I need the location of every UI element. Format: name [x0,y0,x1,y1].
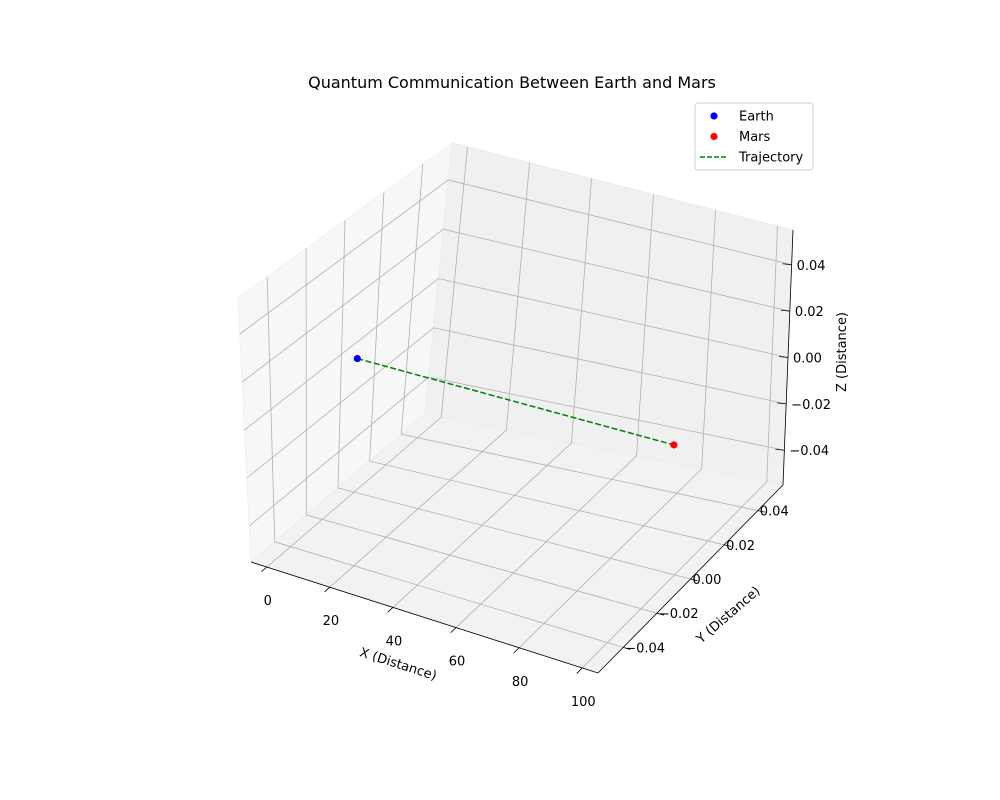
legend-label: Trajectory [738,151,803,166]
y-gridline [400,164,758,512]
gridlines [239,146,792,669]
z-gridline [248,376,785,527]
axes-lines [250,229,794,674]
x-gridline [266,146,468,568]
x-gridline [392,178,592,608]
legend-marker-swatch [710,112,718,120]
trajectory-line [357,357,675,446]
y-tick-label: 0.04 [760,505,789,520]
x-tick-label: 40 [386,634,403,649]
legend-entry-earth: Earth [710,110,774,125]
legend-box [694,102,814,171]
z-tick [775,448,785,451]
z-tick [777,402,787,405]
chart-title: Quantum Communication Between Earth and … [308,73,716,92]
earth-point [353,354,361,363]
x-tick [324,586,331,593]
z-gridline [239,179,792,335]
y-tick [724,544,732,547]
x-tick [513,647,520,654]
x-tick-label: 100 [571,695,596,710]
mars-point [670,441,678,449]
z-tick [782,263,792,266]
x-tick-label: 80 [512,675,529,690]
z-gridline [241,228,790,383]
y-gridline [266,276,624,648]
y-gridline [337,220,691,580]
z-tick-label: −0.04 [789,444,829,459]
legend: Earth Mars Trajectory [694,102,814,171]
x-tick-label: 60 [449,655,466,670]
x-gridline [518,210,716,649]
legend-label: Mars [739,130,771,145]
z-tick [780,309,790,312]
x-tick-label: 20 [323,614,340,629]
x-tick [450,627,457,634]
tick-labels: 0 20 40 60 80 100 −0.04 −0.02 0.00 0.02 0.04 −0.04 −… [264,259,831,710]
x-gridline [581,226,778,669]
legend-label: Earth [739,110,774,125]
x-tick [576,667,583,674]
z-tick-label: 0.02 [795,305,824,320]
z-gridline [244,278,789,431]
y-gridline [305,248,657,614]
x-gridline [329,162,530,588]
y-gridline [369,192,725,546]
z-tick [778,356,789,358]
x-tick [387,607,394,613]
z-gridline [246,327,787,479]
x-tick [261,566,268,572]
y-tick [623,646,631,650]
y-tick-label: 0.00 [693,573,722,588]
y-tick-label: −0.04 [625,641,665,656]
y-tick [690,578,698,582]
y-tick [757,510,765,513]
z-tick-label: 0.04 [797,259,826,274]
y-tick-label: 0.02 [726,539,755,554]
legend-entry-mars: Mars [710,130,771,145]
z-tick-label: −0.02 [791,398,831,413]
x-axis-line [250,561,599,674]
axes-panes [237,141,794,674]
y-tick-label: −0.02 [659,607,699,622]
z-axis-label: Z (Distance) [835,312,850,392]
z-tick-label: 0.00 [793,352,822,367]
legend-entry-trajectory: Trajectory [700,151,803,166]
legend-marker-swatch [710,132,718,141]
data-marks [353,354,678,449]
x-tick-label: 0 [264,594,272,609]
y-tick [656,612,664,616]
x-gridline [455,194,654,628]
